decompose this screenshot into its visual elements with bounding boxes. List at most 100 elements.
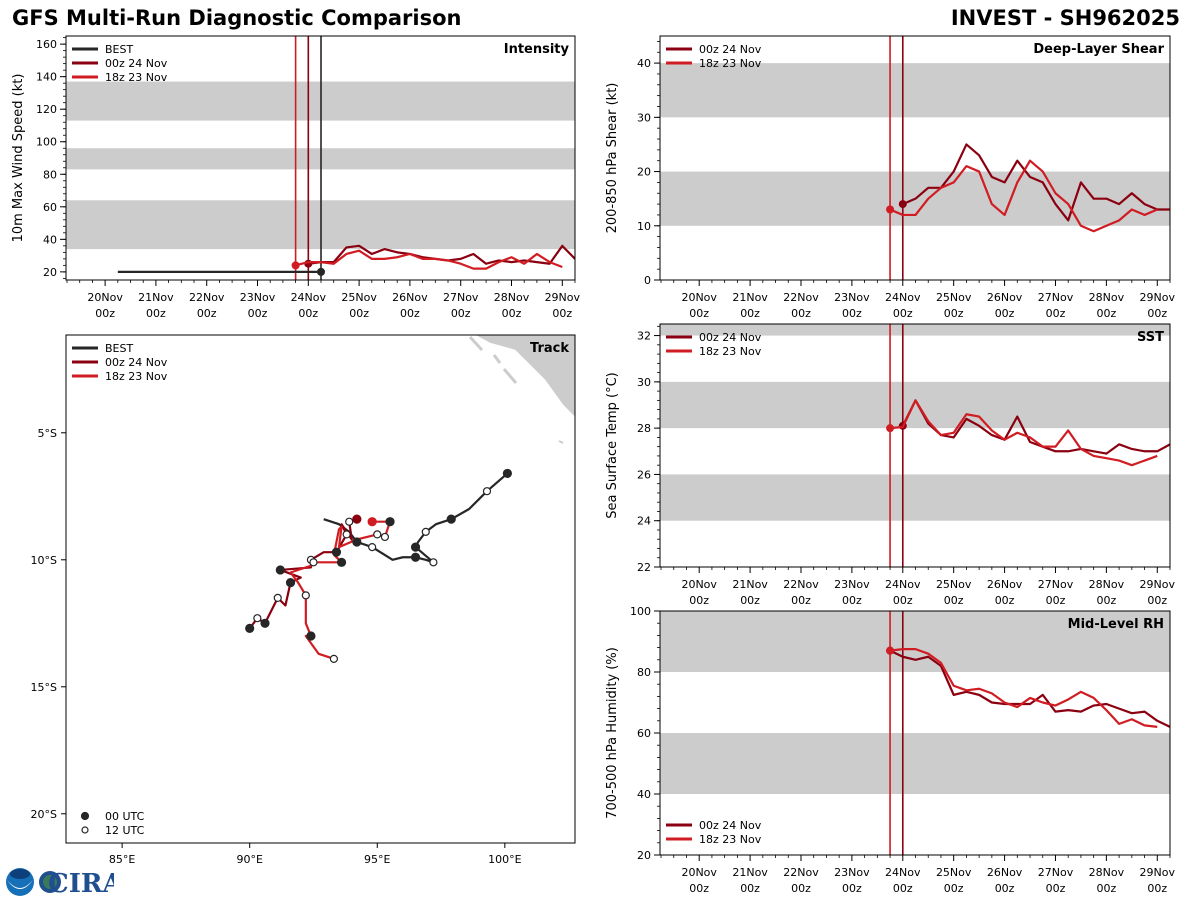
y-tick-label: 20	[637, 166, 651, 179]
plot-area	[660, 36, 1170, 280]
x-tick-label: 85°E	[109, 853, 135, 866]
y-tick-label: 28	[637, 422, 651, 435]
x-tick-label: 27Nov	[443, 291, 479, 304]
y-tick-label: 40	[637, 788, 651, 801]
noaa-logo-icon	[6, 868, 34, 896]
track-point-12utc	[373, 530, 382, 539]
panel-rh: 20 40 60 80 100 20Nov 00z 21Nov 00z 22Nov 00z 23Nov…	[605, 605, 1175, 895]
track-point-00utc	[306, 631, 316, 641]
x-tick-label-hour: 00z	[248, 307, 268, 320]
track-point-12utc	[482, 487, 492, 496]
init-marker	[291, 261, 300, 270]
x-tick-label: 24Nov	[885, 291, 921, 304]
x-tick-label-hour: 00z	[1096, 307, 1116, 320]
init-marker	[886, 646, 895, 655]
x-tick-label-hour: 00z	[842, 307, 862, 320]
x-tick-label: 27Nov	[1038, 866, 1074, 879]
x-tick-label-hour: 00z	[740, 307, 760, 320]
x-tick-label-hour: 00z	[944, 882, 964, 895]
track-point-00utc	[285, 578, 296, 588]
y-axis-label: 700-500 hPa Humidity (%)	[605, 647, 620, 819]
x-tick-label-hour: 00z	[689, 307, 709, 320]
y-tick-label: 0	[644, 274, 651, 287]
axes-frame	[65, 334, 576, 844]
y-tick-label: 100	[36, 136, 57, 149]
track-point-12utc	[421, 527, 430, 536]
svg-text:CIRA: CIRA	[48, 869, 114, 898]
init-marker	[898, 200, 907, 209]
x-tick-label: 28Nov	[1089, 578, 1125, 591]
track-point-00utc	[275, 565, 285, 575]
x-tick-label-hour: 00z	[944, 594, 964, 607]
x-tick-label: 20Nov	[681, 578, 717, 591]
x-tick-label: 26Nov	[392, 291, 428, 304]
x-tick-label-hour: 00z	[400, 307, 420, 320]
y-axis-label: 200-850 hPa Shear (kt)	[605, 83, 620, 234]
island	[502, 368, 518, 384]
panel-title: SST	[1137, 330, 1164, 345]
x-tick-label: 28Nov	[1089, 866, 1125, 879]
y-tick-label: 140	[36, 71, 57, 84]
y-tick-label: 10	[637, 220, 651, 233]
y-axis-label: Sea Surface Temp (°C)	[605, 372, 620, 519]
x-tick-label: 23Nov	[834, 578, 870, 591]
island	[492, 354, 502, 364]
series-line-18z-23-nov	[889, 159, 1158, 233]
legend-entry: 00z 24 Nov	[699, 43, 762, 56]
track-point-00utc	[352, 537, 362, 547]
series-line-00z-24-nov	[902, 143, 1170, 222]
x-tick-label: 20Nov	[87, 291, 123, 304]
track-point-00utc	[367, 517, 377, 527]
track-point-12utc	[301, 591, 310, 600]
track-point-12utc	[329, 654, 338, 663]
x-tick-label-hour: 00z	[95, 307, 115, 320]
track-point-12utc	[342, 530, 351, 539]
x-tick-label-hour: 00z	[791, 594, 811, 607]
x-tick-label-hour: 00z	[1046, 882, 1066, 895]
track-point-00utc	[352, 514, 362, 524]
y-tick-label: 160	[36, 38, 57, 51]
x-tick-label-hour: 00z	[791, 882, 811, 895]
panel-shear: 0 10 20 30 40 20Nov 00z 21Nov 00z 22Nov 00z 23Nov 00…	[605, 35, 1175, 320]
x-tick-label: 25Nov	[936, 578, 972, 591]
y-axis-label: 10m Max Wind Speed (kt)	[11, 74, 26, 243]
track-point-00utc	[385, 517, 395, 527]
x-tick-label: 100°E	[488, 853, 521, 866]
legend-marker-12utc	[81, 826, 89, 834]
track-point-12utc	[309, 558, 318, 567]
track-point-12utc	[345, 517, 354, 526]
track-point-12utc	[253, 614, 262, 623]
legend-entry: BEST	[105, 43, 133, 56]
legend-entry: 18z 23 Nov	[699, 833, 762, 846]
track-point-00utc	[446, 514, 456, 524]
panel-intensity: 20 40 60 80 100 120 140 160 20Nov 00z 21Nov 00z 22No…	[11, 35, 581, 320]
legend-entry: 00z 24 Nov	[105, 57, 168, 70]
x-tick-label: 24Nov	[885, 866, 921, 879]
x-tick-label-hour: 00z	[791, 307, 811, 320]
y-tick-label: 20	[43, 266, 57, 279]
x-tick-label: 24Nov	[291, 291, 327, 304]
figure-title: GFS Multi-Run Diagnostic Comparison	[12, 6, 462, 30]
y-tick-label: 100	[630, 605, 651, 618]
legend-entry: 00z 24 Nov	[105, 356, 168, 369]
panel-track: 5°S 10°S 15°S 20°S 85°E 90°E 95°E 100°E Track BES…	[31, 334, 576, 866]
x-tick-label: 20Nov	[681, 866, 717, 879]
legend-entry: 18z 23 Nov	[699, 345, 762, 358]
x-tick-label: 29Nov	[1140, 866, 1176, 879]
x-tick-label: 22Nov	[189, 291, 225, 304]
y-tick-label: 26	[637, 468, 651, 481]
y-tick-label: 32	[637, 330, 651, 343]
y-tick-label: 60	[637, 727, 651, 740]
x-tick-label-hour: 00z	[146, 307, 166, 320]
x-tick-label: 28Nov	[494, 291, 530, 304]
x-tick-label-hour: 00z	[1046, 594, 1066, 607]
x-tick-label-hour: 00z	[1147, 882, 1167, 895]
axes-frame	[65, 35, 576, 281]
x-tick-label-hour: 00z	[740, 594, 760, 607]
shaded-band	[660, 324, 1170, 336]
x-tick-label-hour: 00z	[944, 307, 964, 320]
y-tick-label: 24	[637, 515, 651, 528]
x-tick-label: 90°E	[236, 853, 262, 866]
